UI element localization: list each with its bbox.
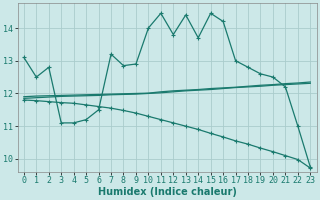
X-axis label: Humidex (Indice chaleur): Humidex (Indice chaleur) [98, 187, 236, 197]
